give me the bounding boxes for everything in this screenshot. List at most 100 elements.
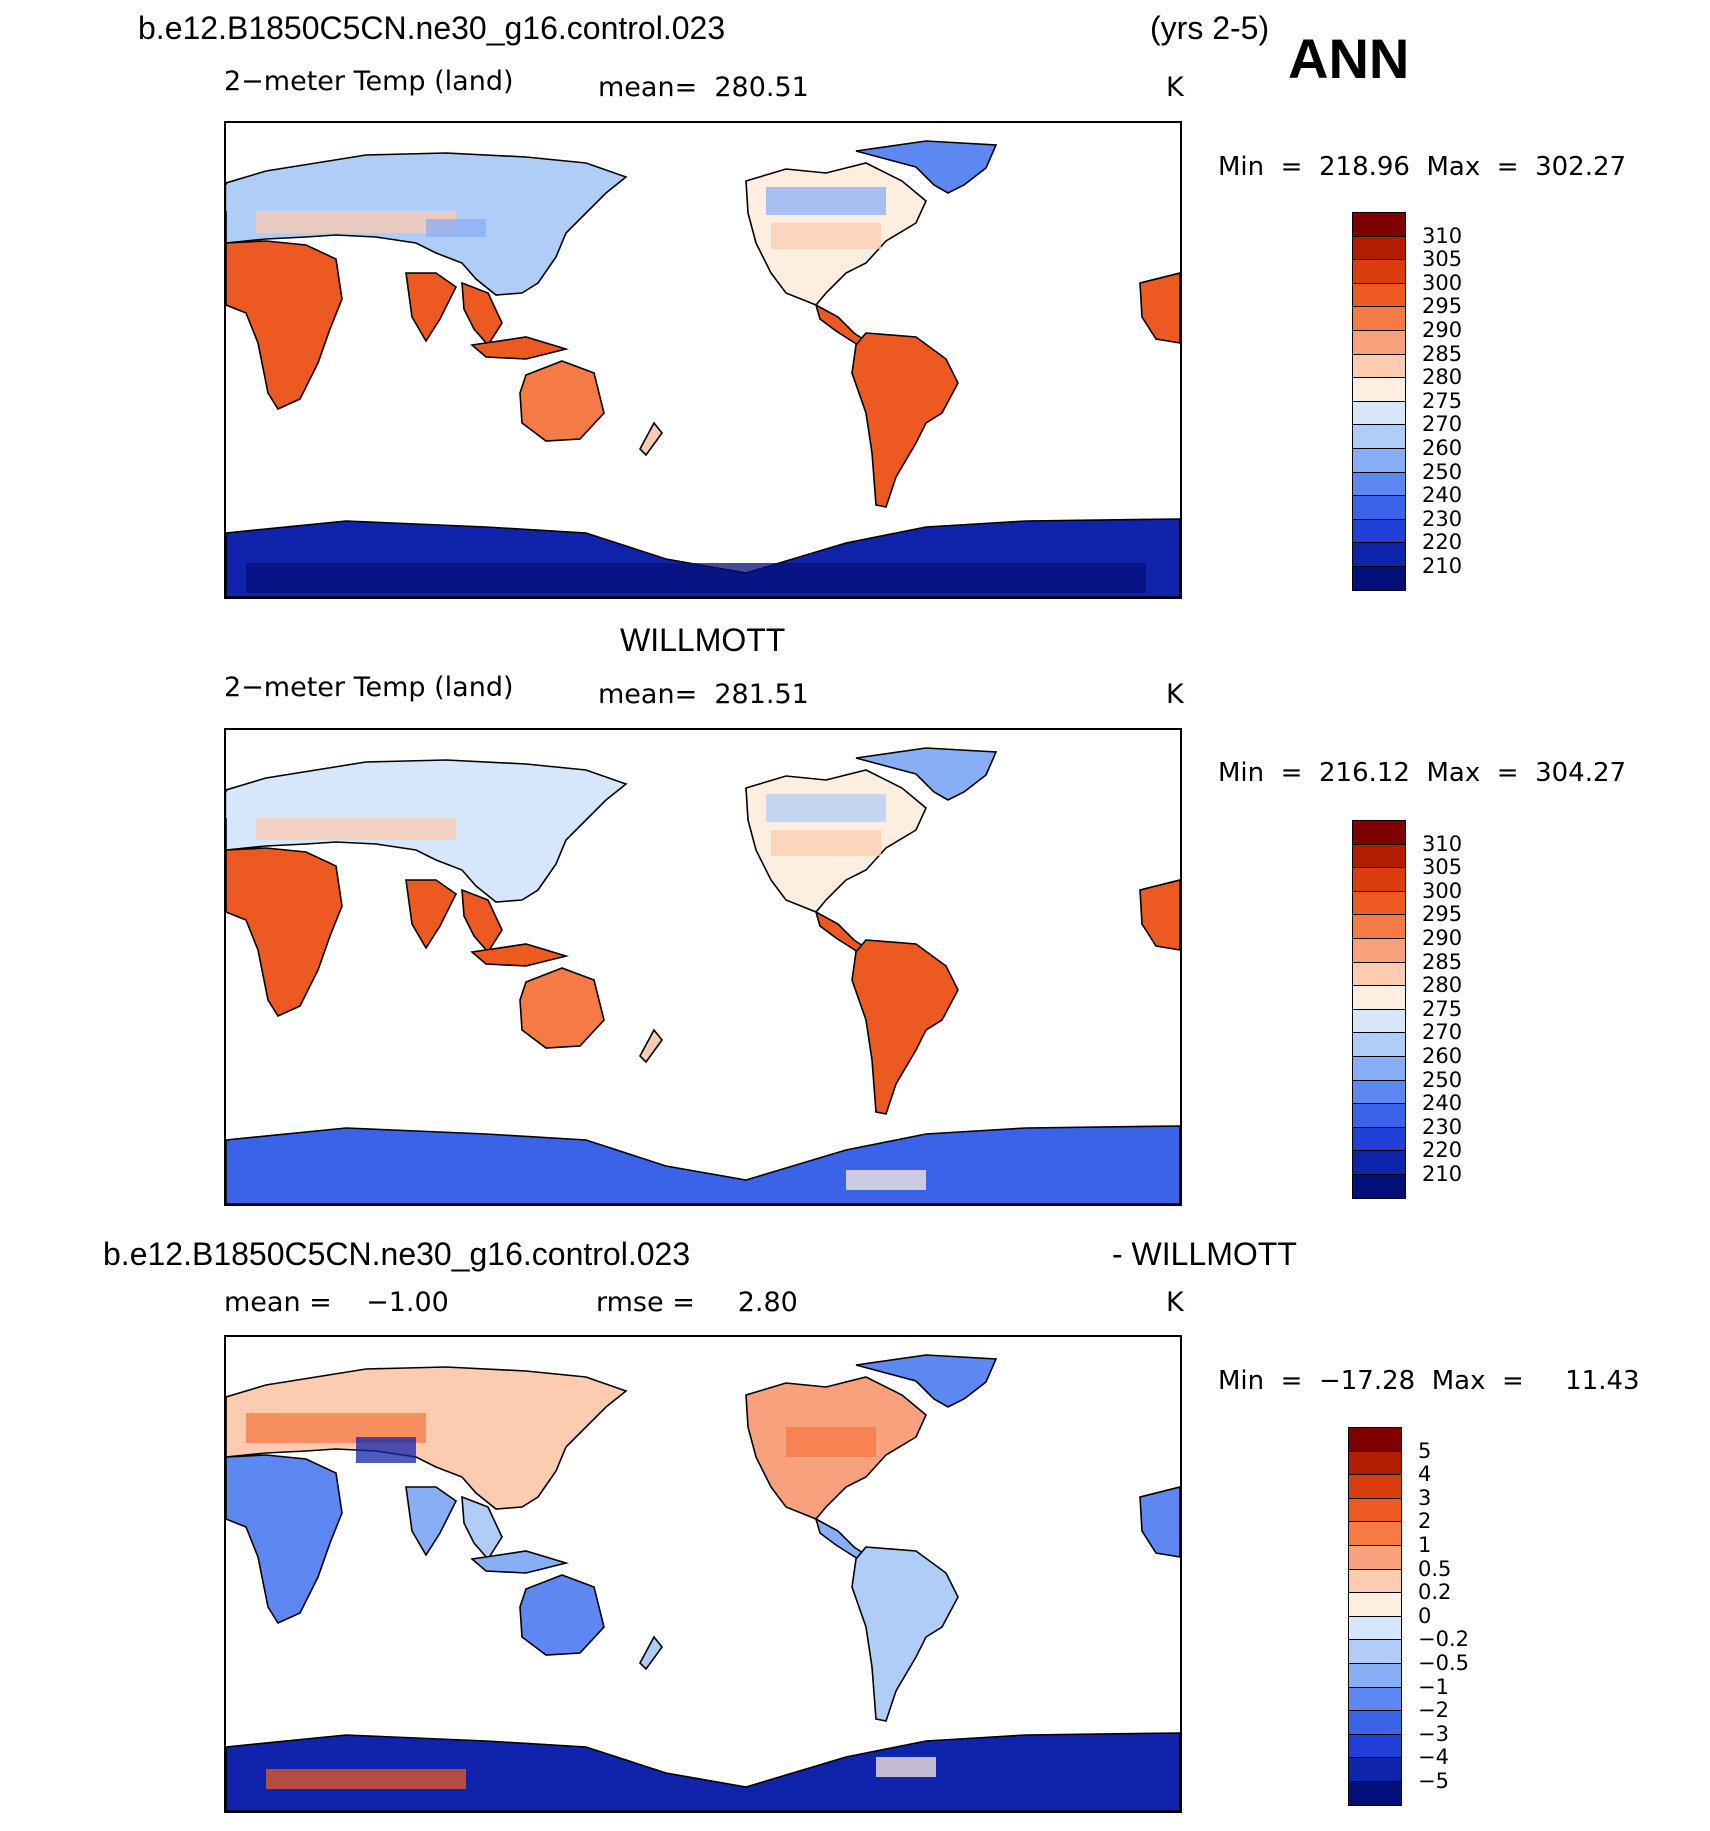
colorbar-label: 310 bbox=[1422, 223, 1463, 248]
panel-model-minmax: Min = 218.96 Max = 302.27 bbox=[1218, 152, 1627, 182]
colorbar-swatch bbox=[1352, 566, 1406, 591]
colorbar-label: −3 bbox=[1418, 1721, 1449, 1746]
colorbar-label: 2 bbox=[1418, 1509, 1432, 1534]
land-west-africa-edge bbox=[1139, 1486, 1180, 1558]
colorbar-label: 305 bbox=[1422, 855, 1463, 880]
land-africa bbox=[226, 847, 343, 1018]
colorbar-swatch bbox=[1352, 212, 1406, 237]
colorbar-label: 280 bbox=[1422, 973, 1463, 998]
colorbar-label: −2 bbox=[1418, 1698, 1449, 1723]
land-greenland bbox=[855, 747, 998, 801]
colorbar-label: 305 bbox=[1422, 247, 1463, 272]
colorbar-swatch bbox=[1352, 259, 1406, 284]
colorbar-swatch bbox=[1352, 424, 1406, 449]
field-band bbox=[771, 830, 881, 856]
colorbar-swatch bbox=[1352, 235, 1406, 261]
colorbar-label: 220 bbox=[1422, 530, 1463, 555]
colorbar-swatch bbox=[1348, 1427, 1402, 1452]
colorbar-swatch bbox=[1352, 890, 1406, 916]
panel-obs-title: WILLMOTT bbox=[620, 622, 786, 658]
land-nz bbox=[639, 421, 664, 457]
colorbar-label: 240 bbox=[1422, 483, 1463, 508]
colorbar-swatch bbox=[1352, 1126, 1406, 1152]
colorbar-label: 0.2 bbox=[1418, 1580, 1452, 1605]
field-band bbox=[256, 211, 456, 233]
colorbar-label: −0.5 bbox=[1418, 1651, 1469, 1675]
colorbar-label: −5 bbox=[1418, 1769, 1449, 1793]
field-band bbox=[771, 223, 881, 249]
land-greenland bbox=[855, 140, 998, 194]
land-indonesia bbox=[470, 1550, 570, 1574]
panel-model-variable: 2−meter Temp (land) bbox=[224, 66, 514, 97]
land-indonesia bbox=[470, 336, 570, 360]
colorbar-swatch bbox=[1348, 1592, 1402, 1617]
colorbar-swatch bbox=[1352, 1174, 1406, 1199]
panel-diff-units: K bbox=[1166, 1287, 1184, 1318]
colorbar-swatch bbox=[1348, 1733, 1402, 1759]
case-title: b.e12.B1850C5CN.ne30_g16.control.023 bbox=[138, 10, 726, 46]
colorbar-swatch bbox=[1352, 353, 1406, 379]
colorbar-swatch bbox=[1352, 1032, 1406, 1057]
colorbar-label: −4 bbox=[1418, 1745, 1449, 1770]
colorbar-label: 270 bbox=[1422, 412, 1463, 437]
colorbar-label: 0 bbox=[1418, 1603, 1432, 1628]
colorbar-swatch bbox=[1348, 1497, 1402, 1523]
colorbar-swatch bbox=[1348, 1639, 1402, 1664]
land-central-america bbox=[814, 1517, 868, 1560]
panel-diff-rmse: rmse = 2.80 bbox=[596, 1287, 798, 1318]
land-africa bbox=[226, 240, 343, 411]
colorbar-label: 310 bbox=[1422, 831, 1463, 856]
colorbar-label: 210 bbox=[1422, 1162, 1463, 1186]
colorbar-swatch bbox=[1352, 306, 1406, 331]
colorbar-swatch bbox=[1348, 1568, 1402, 1594]
colorbar-label: 210 bbox=[1422, 554, 1463, 578]
field-band bbox=[226, 792, 346, 818]
colorbar-swatch bbox=[1352, 1150, 1406, 1175]
field-band bbox=[256, 818, 456, 840]
field-band bbox=[766, 187, 886, 215]
colorbar-label: 290 bbox=[1422, 318, 1463, 342]
land-central-america bbox=[814, 303, 868, 346]
land-west-africa-edge bbox=[1139, 272, 1180, 344]
colorbar-label: 295 bbox=[1422, 294, 1463, 319]
colorbar-label: 290 bbox=[1422, 926, 1463, 950]
panel-obs-minmax: Min = 216.12 Max = 304.27 bbox=[1218, 758, 1627, 788]
land-south-america bbox=[851, 939, 959, 1115]
panel-model-mean: mean= 280.51 bbox=[598, 72, 809, 103]
colorbar-swatch bbox=[1352, 867, 1406, 892]
colorbar-swatch bbox=[1352, 843, 1406, 869]
colorbar-swatch bbox=[1352, 914, 1406, 939]
panel-diff-title-right: - WILLMOTT bbox=[1112, 1236, 1297, 1272]
colorbar-swatch bbox=[1348, 1686, 1402, 1712]
land-south-america bbox=[851, 332, 959, 508]
colorbar-label: 300 bbox=[1422, 878, 1463, 903]
colorbar-label: 260 bbox=[1422, 436, 1463, 460]
land-greenland bbox=[855, 1354, 998, 1408]
colorbar-label: −0.2 bbox=[1418, 1627, 1469, 1652]
field-band bbox=[266, 1769, 466, 1789]
panel-diff-title-left: b.e12.B1850C5CN.ne30_g16.control.023 bbox=[103, 1236, 691, 1272]
colorbar-label: 4 bbox=[1418, 1462, 1432, 1487]
panel-diff-minmax: Min = −17.28 Max = 11.43 bbox=[1218, 1366, 1640, 1396]
colorbar-label: 260 bbox=[1422, 1044, 1463, 1068]
map-diff bbox=[224, 1335, 1182, 1813]
colorbar-label: 230 bbox=[1422, 1114, 1463, 1139]
land-india bbox=[405, 272, 458, 343]
land-africa bbox=[226, 1454, 343, 1625]
colorbar-swatch bbox=[1352, 1103, 1406, 1128]
panel-obs-variable: 2−meter Temp (land) bbox=[224, 672, 514, 703]
colorbar-label: 3 bbox=[1418, 1485, 1432, 1510]
colorbar-label: 1 bbox=[1418, 1533, 1432, 1557]
colorbar-swatch bbox=[1352, 961, 1406, 987]
field-band bbox=[246, 563, 1146, 593]
colorbar-swatch bbox=[1348, 1757, 1402, 1782]
colorbar-label: 280 bbox=[1422, 365, 1463, 390]
colorbar-swatch bbox=[1352, 400, 1406, 426]
map-model bbox=[224, 121, 1182, 599]
season-label: ANN bbox=[1288, 27, 1410, 90]
land-australia bbox=[519, 967, 605, 1049]
colorbar-label: 275 bbox=[1422, 996, 1463, 1021]
colorbar-swatch bbox=[1352, 1079, 1406, 1105]
colorbar-model: 310 305 300 295 290 285 280 275 270 260 250 240 230 2… bbox=[1352, 212, 1462, 591]
colorbar-label: 5 bbox=[1418, 1438, 1432, 1463]
